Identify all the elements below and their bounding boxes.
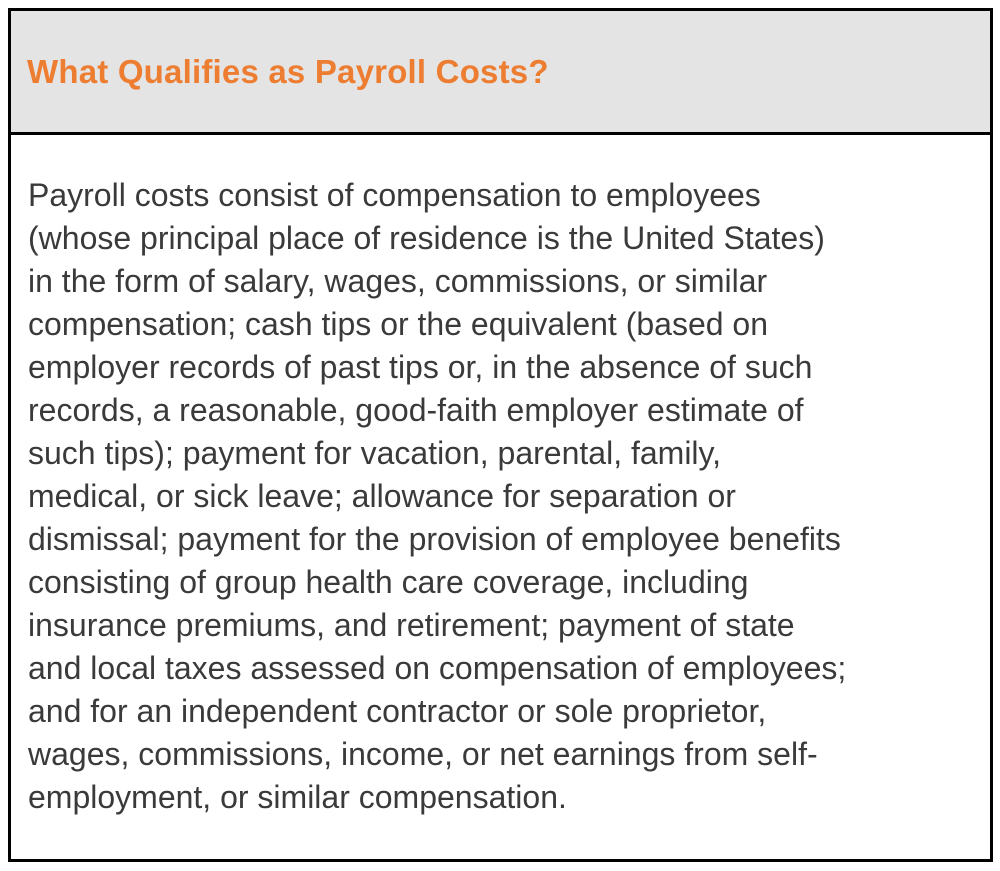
callout-header: What Qualifies as Payroll Costs?: [11, 11, 990, 135]
body-text: Payroll costs consist of compensation to…: [28, 177, 847, 815]
payroll-costs-callout-box: What Qualifies as Payroll Costs? Payroll…: [8, 8, 993, 862]
callout-body: Payroll costs consist of compensation to…: [11, 135, 990, 859]
section-title: What Qualifies as Payroll Costs?: [27, 52, 549, 90]
